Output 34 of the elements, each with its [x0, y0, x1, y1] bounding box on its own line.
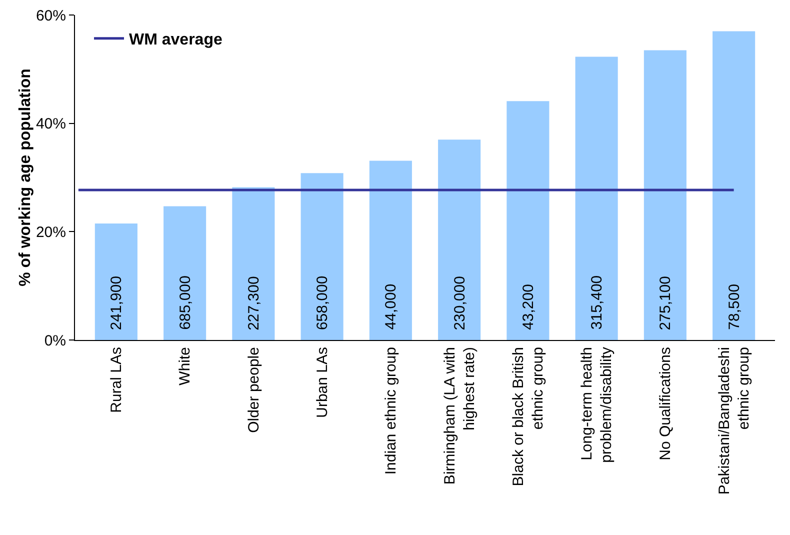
bar [712, 31, 756, 340]
annotation: 658,000 [314, 276, 332, 330]
bar [575, 56, 618, 340]
x-tick-label: Indian ethnic group [382, 347, 400, 475]
x-tick-label: Rural LAs [108, 347, 126, 413]
annotation: 227,300 [245, 276, 262, 330]
x-tick-label: No Qualifications [657, 347, 674, 460]
x-tick-label: White [176, 347, 194, 386]
bar [369, 160, 412, 340]
bar [438, 140, 481, 340]
annotation: 230,000 [451, 276, 468, 330]
x-tick-label: Birmingham (LA with highest rate) [441, 347, 478, 485]
annotation: 275,100 [657, 276, 674, 330]
y-tick-label: 60% [36, 7, 66, 24]
y-axis-title: % of working age population [16, 68, 34, 286]
bar [94, 224, 138, 340]
legend-label: WM average [129, 32, 222, 49]
bar [644, 50, 686, 340]
y-tick-label: 40% [36, 116, 66, 133]
y-tick-label: 20% [36, 224, 66, 241]
bar [164, 206, 206, 340]
bar [506, 101, 550, 340]
annotation: 241,900 [108, 276, 126, 330]
bar [300, 173, 344, 340]
x-tick-label: Older people [245, 347, 262, 433]
annotation: 44,000 [382, 284, 400, 330]
y-tick-label: 0% [44, 332, 66, 350]
annotation: 43,200 [520, 284, 537, 330]
x-tick-label: Urban LAs [314, 347, 331, 418]
annotation: 315,400 [588, 275, 606, 330]
annotation: 78,500 [726, 284, 743, 330]
annotation: 685,000 [176, 276, 194, 330]
x-tick-label: Pakistani/Bangladeshi ethnic group [716, 347, 752, 495]
bar [232, 187, 275, 340]
